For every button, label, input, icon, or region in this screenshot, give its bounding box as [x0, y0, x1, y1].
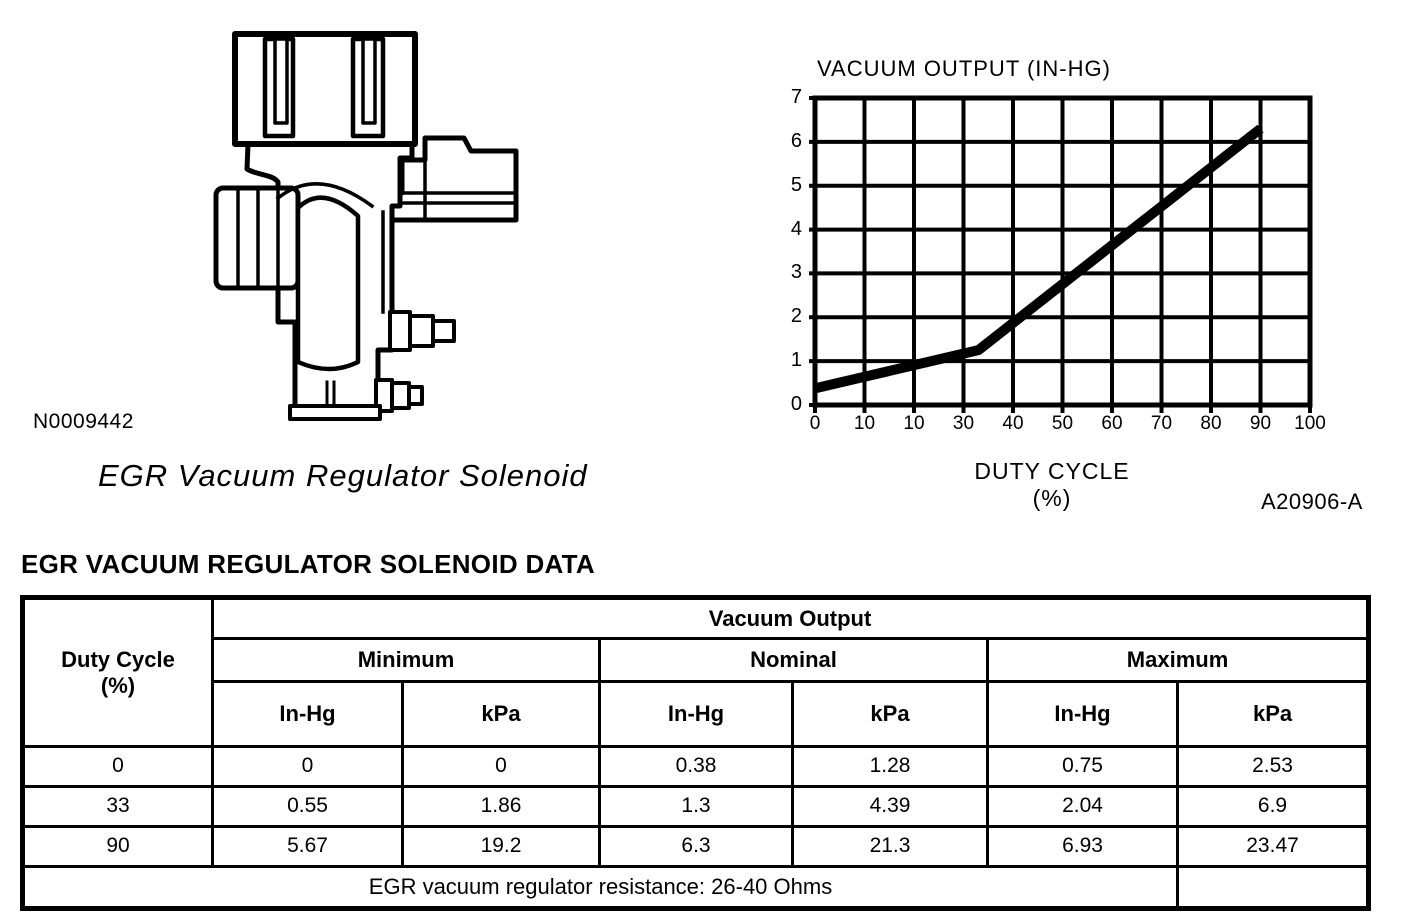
cell-value: 2.53 [1175, 745, 1371, 788]
cell-value: 2.04 [986, 785, 1179, 828]
x-tick-label: 60 [1101, 413, 1123, 434]
y-tick-label: 5 [790, 173, 802, 196]
cell-value: 0.55 [211, 785, 404, 828]
y-tick-label: 6 [790, 129, 802, 152]
table-title: EGR VACUUM REGULATOR SOLENOID DATA [21, 549, 596, 579]
cell-value: 1.86 [401, 785, 601, 828]
x-axis-label: DUTY CYCLE (%) [974, 458, 1130, 511]
cell-value: 0 [401, 745, 601, 788]
unit-header: In-Hg [598, 680, 794, 748]
duty-cycle-value: 33 [21, 785, 214, 828]
x-tick-label: 100 [1294, 413, 1326, 434]
diaphragm-tube [295, 195, 361, 372]
resistance-note: EGR vacuum regulator resistance: 26-40 O… [21, 865, 1179, 910]
unit-header: kPa [1175, 680, 1371, 748]
x-tick-label: 50 [1051, 413, 1074, 434]
x-tick-label: 90 [1249, 413, 1272, 434]
group-nominal: Nominal [598, 637, 989, 683]
cell-value: 21.3 [791, 825, 989, 868]
cell-value: 0 [211, 745, 404, 788]
unit-header: In-Hg [211, 680, 404, 748]
table-row: 33 0.55 1.86 1.3 4.39 2.04 6.9 [21, 785, 1371, 828]
cell-value: 1.28 [791, 745, 989, 788]
cell-value: 6.3 [598, 825, 794, 868]
cell-value: 23.47 [1175, 825, 1371, 868]
unit-header: kPa [791, 680, 989, 748]
unit-header: kPa [401, 680, 601, 748]
cell-value: 6.93 [986, 825, 1179, 868]
cell-value: 4.39 [791, 785, 989, 828]
group-minimum: Minimum [211, 637, 601, 683]
group-maximum: Maximum [985, 637, 1371, 683]
x-tick-label: 10 [853, 413, 876, 434]
upper-port [388, 310, 456, 352]
x-tick-label: 70 [1150, 413, 1173, 434]
mounting-foot [288, 404, 382, 421]
y-tick-label: 2 [790, 305, 802, 328]
duty-cycle-header: Duty Cycle (%) [21, 596, 214, 748]
figure-caption: EGR Vacuum Regulator Solenoid [98, 458, 588, 493]
x-tick-label: 0 [809, 413, 821, 434]
x-tick-label: 40 [1002, 413, 1024, 434]
vacuum-output-curve [813, 124, 1264, 394]
lower-port [374, 378, 424, 413]
table-row: 0 0 0 0.38 1.28 0.75 2.53 [21, 745, 1371, 788]
duty-cycle-value: 90 [21, 825, 214, 868]
cell-value: 0.38 [598, 745, 794, 788]
y-tick-label: 0 [790, 393, 802, 415]
x-tick-label: 80 [1200, 413, 1222, 434]
x-tick-label: 30 [952, 413, 975, 434]
vacuum-output-chart [809, 95, 1313, 413]
solenoid-data-table: Duty Cycle (%) Vacuum Output Minimum Nom… [20, 595, 1372, 911]
chart-title: VACUUM OUTPUT (IN-HG) [817, 56, 1111, 81]
cell-value: 0.75 [986, 745, 1179, 788]
unit-header: In-Hg [986, 680, 1179, 748]
y-tick-label: 4 [790, 217, 802, 240]
table-row: 90 5.67 19.2 6.3 21.3 6.93 23.47 [21, 825, 1371, 868]
connector-block [232, 31, 418, 147]
empty-cell [1175, 865, 1371, 910]
part-number: N0009442 [33, 410, 134, 433]
egr-solenoid-drawing [213, 31, 519, 421]
y-tick-label: 3 [790, 261, 802, 284]
duty-cycle-value: 0 [21, 745, 214, 788]
y-tick-label: 1 [790, 349, 802, 372]
cell-value: 6.9 [1175, 785, 1371, 828]
cell-value: 19.2 [401, 825, 601, 868]
cell-value: 5.67 [211, 825, 404, 868]
x-tick-label: 10 [903, 413, 925, 434]
cell-value: 1.3 [598, 785, 794, 828]
y-tick-label: 7 [790, 86, 802, 108]
chart-figure-id: A20906-A [1261, 489, 1363, 514]
vacuum-output-header: Vacuum Output [210, 596, 1371, 640]
